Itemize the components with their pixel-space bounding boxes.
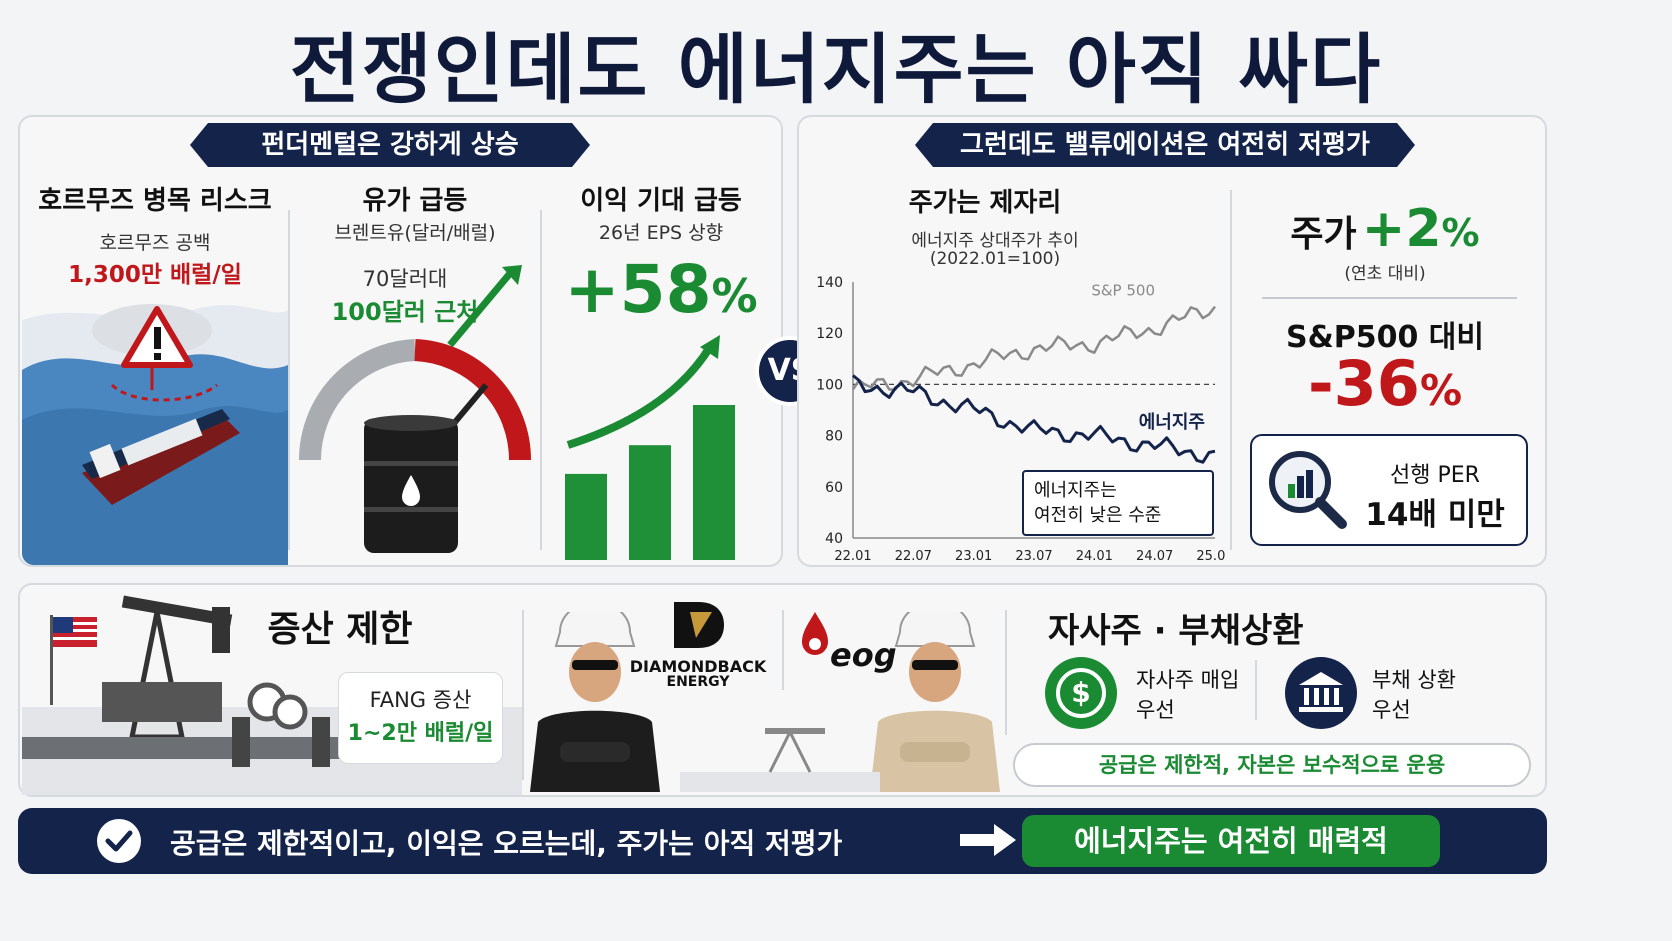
stat1-value: +2 [1361, 199, 1442, 259]
oil-gauge-icon [298, 265, 532, 461]
eps-bar [565, 473, 607, 560]
y-tick-label: 100 [816, 377, 843, 393]
arrow-right-icon [960, 824, 1016, 856]
eps-value: +58% [542, 250, 780, 336]
relative-price-chart: 140 120 100 80 60 40 22.01 22.07 23.01 23.07 24.01… [816, 275, 1225, 564]
y-tick-label: 40 [825, 531, 843, 547]
buyback-item1-line2: 우선 [1136, 698, 1175, 722]
chart-sub1: 에너지주 상대주가 추이 [911, 231, 1079, 251]
y-tick-label: 60 [825, 480, 843, 496]
check-circle-icon [97, 819, 141, 863]
hormuz-heading: 호르무즈 병목 리스크 [38, 186, 272, 216]
chart-sub2: (2022.01=100) [929, 249, 1061, 269]
buyback-item2-line1: 부채 상환 [1372, 668, 1456, 692]
eps-sub: 26년 EPS 상향 [598, 222, 724, 244]
fang-value: 1~2만 배럴/일 [347, 721, 494, 746]
eps-bar-chart [565, 335, 735, 560]
buyback-heading: 자사주 · 부채상환 [1048, 611, 1304, 651]
capital-pill: 공급은 제한적, 자본은 보수적으로 운용 [1013, 743, 1531, 787]
oil-line1: 70달러대 [362, 267, 448, 291]
diamondback-name1: DIAMONDBACK [629, 657, 767, 676]
hormuz-column [22, 170, 288, 565]
chart-callout: 에너지주는 여전히 낮은 수준 [1022, 470, 1214, 536]
oil-heading: 유가 급등 [362, 186, 468, 216]
eps-value-number: +58 [564, 251, 712, 328]
stat2-value: -36 [1307, 347, 1420, 420]
conclusion-badge: 에너지주는 여전히 매력적 [1022, 815, 1440, 867]
fang-box [338, 672, 503, 764]
magnifier-chart-icon [1269, 451, 1347, 529]
stat2-unit: % [1419, 366, 1463, 415]
stat1-label: 주가 [1290, 214, 1357, 255]
x-tick-label: 25.05 [1196, 549, 1225, 564]
divider [522, 610, 524, 780]
eps-bar [693, 405, 735, 560]
divider [1230, 190, 1232, 550]
pumpjack-background-illustration [680, 728, 880, 792]
footer-text: 공급은 제한적이고, 이익은 오르는데, 주가는 아직 저평가 [170, 827, 843, 860]
buyback-item2-line2: 우선 [1372, 698, 1411, 722]
x-tick-label: 22.01 [834, 549, 871, 564]
diamondback-name2: ENERGY [666, 674, 730, 690]
bank-icon [1285, 657, 1357, 729]
divider [1005, 610, 1007, 735]
stat2: -36% [1240, 346, 1530, 438]
stat1-note: (연초 대비) [1344, 264, 1426, 284]
worker-diamondback-illustration [530, 612, 660, 792]
callout-line2: 여전히 낮은 수준 [1034, 505, 1162, 526]
eps-heading: 이익 기대 급등 [580, 186, 742, 216]
hormuz-sub: 호르무즈 공백 [99, 232, 211, 254]
hormuz-value: 1,300만 배럴/일 [68, 262, 242, 288]
divider [782, 610, 784, 690]
fang-label: FANG 증산 [369, 688, 472, 712]
eps-bar [629, 445, 671, 560]
stat2-label: S&P500 대비 [1285, 320, 1485, 355]
fundamentals-ribbon: 펀더멘털은 강하게 상승 [190, 123, 590, 167]
divider [540, 210, 542, 550]
series-label: 에너지주 [1139, 412, 1205, 433]
x-tick-label: 23.01 [955, 549, 992, 564]
divider [1255, 660, 1257, 720]
svg-text:$: $ [1071, 676, 1090, 709]
stat1-unit: % [1441, 211, 1480, 255]
per-line2: 14배 미만 [1365, 497, 1505, 533]
eog-logo-icon [802, 612, 828, 655]
valuation-ribbon: 그런데도 밸류에이션은 여전히 저평가 [915, 123, 1415, 167]
eps-value-unit: % [711, 269, 758, 323]
page-title: 전쟁인데도 에너지주는 아직 싸다 [289, 25, 1383, 114]
y-tick-label: 120 [816, 326, 843, 342]
warning-icon [121, 306, 193, 368]
eog-name: eog [830, 636, 897, 674]
series-line [851, 305, 1216, 392]
series-label: S&P 500 [1091, 282, 1155, 300]
stat1: 주가 +2% [1240, 198, 1530, 272]
oil-line2: 100달러 근처 [331, 298, 479, 326]
y-tick-label: 140 [816, 275, 843, 291]
stat-divider [1262, 297, 1517, 299]
dollar-cycle-icon: $ [1045, 657, 1117, 729]
conclusion-text: 에너지주는 여전히 매력적 [1074, 824, 1388, 858]
x-tick-label: 23.07 [1015, 549, 1052, 564]
divider [288, 210, 290, 550]
tanker-ship-illustration [82, 409, 240, 505]
chart-heading: 주가는 제자리 [908, 188, 1062, 218]
capital-pill-text: 공급은 제한적, 자본은 보수적으로 운용 [1098, 753, 1446, 777]
per-line1: 선행 PER [1390, 463, 1480, 488]
callout-line1: 에너지주는 [1034, 480, 1117, 501]
y-tick-label: 80 [825, 429, 843, 445]
buyback-item1-line1: 자사주 매입 [1136, 668, 1240, 692]
oil-sub: 브렌트유(달러/배럴) [334, 222, 496, 244]
x-tick-label: 22.07 [895, 549, 932, 564]
worker-eog-illustration [870, 612, 1000, 792]
x-tick-label: 24.01 [1076, 549, 1113, 564]
series-line [852, 374, 1216, 464]
oil-barrel-icon [364, 415, 458, 553]
x-tick-label: 24.07 [1136, 549, 1173, 564]
diamondback-logo-icon [674, 602, 724, 648]
production-heading: 증산 제한 [267, 609, 413, 650]
